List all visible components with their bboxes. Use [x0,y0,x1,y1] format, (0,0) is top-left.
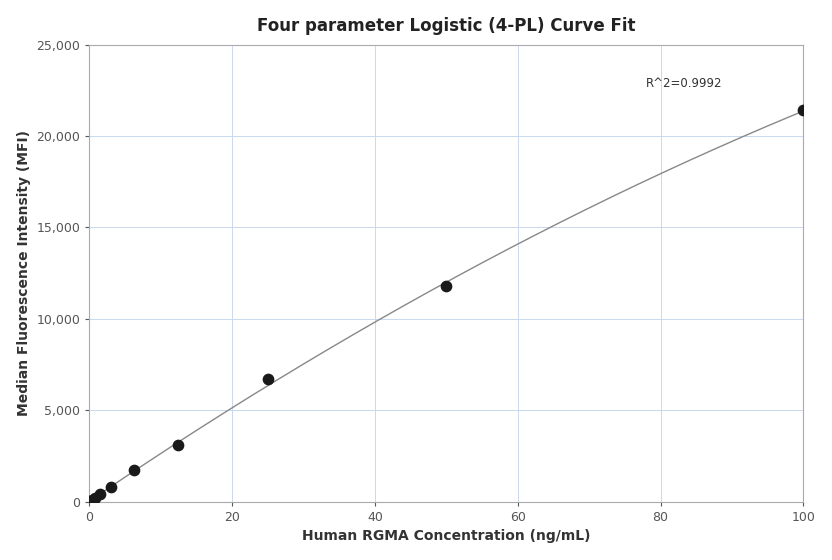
Point [261,375,275,384]
Y-axis label: Median Fluorescence Intensity (MFI): Median Fluorescence Intensity (MFI) [17,130,31,416]
Point [94,489,107,498]
Point [88,493,102,502]
X-axis label: Human RGMA Concentration (ng/mL): Human RGMA Concentration (ng/mL) [302,529,591,543]
Point [85,496,98,505]
Title: Four parameter Logistic (4-PL) Curve Fit: Four parameter Logistic (4-PL) Curve Fit [257,17,636,35]
Point [439,282,453,291]
Point [171,441,185,450]
Point [127,465,141,474]
Text: R^2=0.9992: R^2=0.9992 [646,77,723,90]
Point [797,106,810,115]
Point [105,483,118,492]
